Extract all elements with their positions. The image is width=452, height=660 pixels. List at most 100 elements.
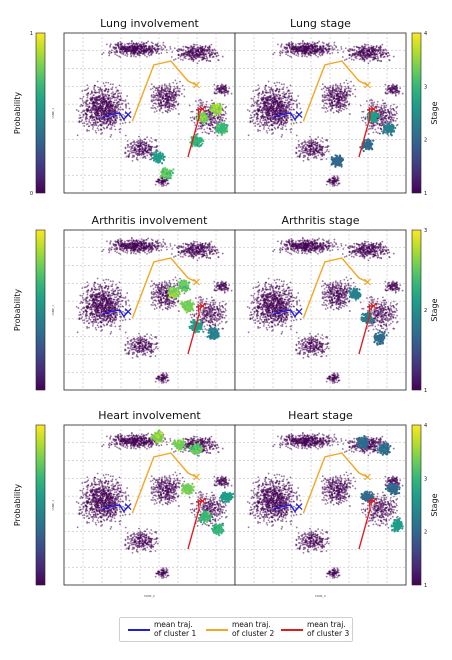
data-point [98,89,100,91]
data-point [288,42,290,44]
data-point [152,88,154,90]
data-point [110,52,112,54]
data-point [94,102,96,104]
data-point [225,89,227,91]
data-point [108,108,110,110]
data-point [188,47,190,49]
data-point [121,103,123,105]
data-point [130,143,132,145]
data-point [119,123,121,125]
data-point [134,150,136,152]
data-point [177,88,179,90]
data-point [250,114,252,116]
panel-title: Lung involvement [100,17,199,30]
data-point [111,110,113,112]
data-point [211,116,213,118]
data-point-highlight [217,127,219,129]
data-point [211,52,213,54]
data-point [133,140,135,142]
data-point [114,53,116,55]
data-point-highlight [167,175,169,177]
data-point [128,44,130,46]
data-point [293,100,295,102]
data-point [91,113,93,115]
data-point [275,90,277,92]
data-point [268,127,270,129]
data-point [113,102,115,104]
data-point-highlight [162,156,164,158]
data-point [97,81,99,83]
data-point [289,101,291,103]
data-point [139,150,141,152]
data-point [176,90,178,92]
data-point [90,112,92,114]
data-point [322,42,324,44]
data-point [82,123,84,125]
data-point [217,52,219,54]
data-point [198,128,200,130]
data-point [117,42,119,44]
data-point [111,95,113,97]
data-point [173,59,175,61]
data-point-highlight [221,106,223,108]
data-point [178,94,180,96]
data-point [169,110,171,112]
data-point [282,95,284,97]
data-point-highlight [163,177,165,179]
data-point [111,126,113,128]
data-point [101,123,103,125]
data-point [165,185,167,187]
data-point [198,104,200,106]
data-point [77,134,79,136]
data-point [117,104,119,106]
data-point [269,110,271,112]
data-point [161,97,163,99]
data-point [153,91,155,93]
data-point [174,105,176,107]
data-point [282,119,284,121]
data-point [106,43,108,45]
data-point [161,185,163,187]
data-point [190,117,192,119]
data-point [120,92,122,94]
data-point [86,84,88,86]
data-point [104,110,106,112]
data-point [209,55,211,57]
data-point [136,141,138,143]
data-point [212,56,214,58]
data-point [140,46,142,48]
data-point [183,96,185,98]
data-point [95,105,97,107]
data-point [278,113,280,115]
data-point [281,134,283,136]
data-point [332,46,334,48]
data-point [176,83,178,85]
data-point [253,114,255,116]
data-point [263,124,265,126]
data-point [97,127,99,129]
data-point [86,118,88,120]
data-point [290,119,292,121]
data-point [139,139,141,141]
data-point [178,113,180,115]
data-point [146,144,148,146]
data-point [157,42,159,44]
data-point [169,105,171,107]
data-point [147,41,149,43]
data-point [176,94,178,96]
data-point [129,146,131,148]
data-point [196,44,198,46]
data-point [109,53,111,55]
data-point [116,91,118,93]
data-point [297,95,299,97]
data-point [94,107,96,109]
data-point-highlight [169,173,171,175]
data-point [300,108,302,110]
data-point [164,88,166,90]
data-point [269,107,271,109]
data-point [167,109,169,111]
data-point [92,117,94,119]
data-point [327,52,329,54]
data-point [146,142,148,144]
